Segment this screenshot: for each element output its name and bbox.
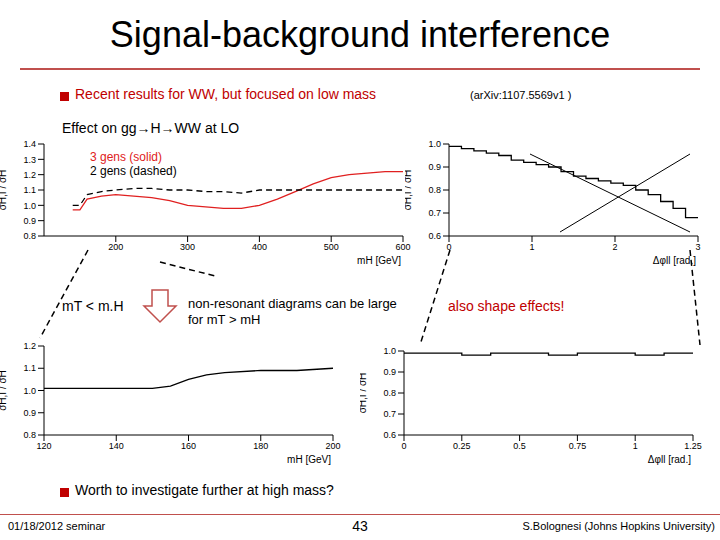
svg-text:Δφll [rad.]: Δφll [rad.]: [653, 255, 696, 266]
svg-text:120: 120: [36, 441, 51, 451]
svg-text:0.25: 0.25: [453, 441, 471, 451]
html-text:Worth to investigate further a: Worth to investigate further at high mas…: [75, 482, 334, 498]
svg-text:500: 500: [324, 242, 339, 252]
svg-text:400: 400: [252, 242, 267, 252]
svg-text:0: 0: [401, 441, 406, 451]
html-text:(arXiv:1107.5569v1 ): (arXiv:1107.5569v1 ): [470, 89, 572, 101]
html-text:01/18/2012 seminar: 01/18/2012 seminar: [8, 520, 106, 532]
html-text:also shape effects!: also shape effects!: [448, 298, 565, 314]
svg-text:0.8: 0.8: [383, 388, 396, 398]
svg-text:200: 200: [108, 242, 123, 252]
svg-text:1.0: 1.0: [383, 346, 396, 356]
svg-text:0.8: 0.8: [23, 430, 36, 440]
html-text:mT < m.H: mT < m.H: [62, 298, 124, 314]
svg-text:1.25: 1.25: [684, 441, 702, 451]
svg-text:160: 160: [181, 441, 196, 451]
svg-text:1: 1: [529, 242, 534, 252]
svg-text:1: 1: [633, 441, 638, 451]
svg-text:0: 0: [446, 242, 451, 252]
svg-text:0.7: 0.7: [383, 409, 396, 419]
svg-text:0.9: 0.9: [383, 367, 396, 377]
svg-text:mH [GeV]: mH [GeV]: [357, 255, 401, 266]
svg-text:0.6: 0.6: [428, 231, 441, 241]
svg-text:0.6: 0.6: [383, 430, 396, 440]
svg-text:200: 200: [325, 441, 340, 451]
svg-text:σH,I / σH: σH,I / σH: [360, 373, 368, 414]
svg-text:2: 2: [612, 242, 617, 252]
svg-text:0.5: 0.5: [513, 441, 526, 451]
svg-text:1.3: 1.3: [23, 155, 36, 165]
svg-text:1.0: 1.0: [23, 386, 36, 396]
svg-text:1.0: 1.0: [428, 139, 441, 149]
svg-text:0.7: 0.7: [428, 208, 441, 218]
html-text:non-resonant diagrams can be l: non-resonant diagrams can be large for m…: [188, 296, 397, 327]
svg-text:0.9: 0.9: [23, 216, 36, 226]
svg-text:300: 300: [180, 242, 195, 252]
svg-text:1.1: 1.1: [23, 185, 36, 195]
svg-text:600: 600: [395, 242, 410, 252]
html-text:2 gens (dashed): 2 gens (dashed): [90, 164, 177, 178]
svg-text:1.1: 1.1: [23, 363, 36, 373]
svg-text:1.4: 1.4: [23, 139, 36, 149]
svg-text:0.9: 0.9: [428, 162, 441, 172]
svg-text:1.2: 1.2: [23, 170, 36, 180]
html-text:S.Bolognesi (Johns Hopkins Uni: S.Bolognesi (Johns Hopkins University): [522, 520, 715, 532]
html-text:Effect on gg→H→WW at LO: Effect on gg→H→WW at LO: [62, 120, 240, 136]
html-text:Signal-background interference: Signal-background interference: [109, 14, 611, 55]
svg-text:Δφll [rad.]: Δφll [rad.]: [648, 454, 691, 465]
svg-text:180: 180: [253, 441, 268, 451]
svg-text:1.2: 1.2: [23, 341, 36, 351]
svg-text:σH,I / σH: σH,I / σH: [405, 170, 413, 211]
svg-text:mH [GeV]: mH [GeV]: [287, 454, 331, 465]
html-text:43: 43: [352, 518, 368, 534]
svg-text:0.8: 0.8: [428, 185, 441, 195]
html-text:Recent results for WW, but foc: Recent results for WW, but focused on lo…: [75, 86, 377, 102]
html-text:3 gens (solid): 3 gens (solid): [90, 150, 162, 164]
svg-text:0.8: 0.8: [23, 231, 36, 241]
svg-text:0.75: 0.75: [569, 441, 587, 451]
svg-text:3: 3: [695, 242, 700, 252]
svg-text:140: 140: [109, 441, 124, 451]
svg-text:0.9: 0.9: [23, 408, 36, 418]
svg-text:1.0: 1.0: [23, 201, 36, 211]
